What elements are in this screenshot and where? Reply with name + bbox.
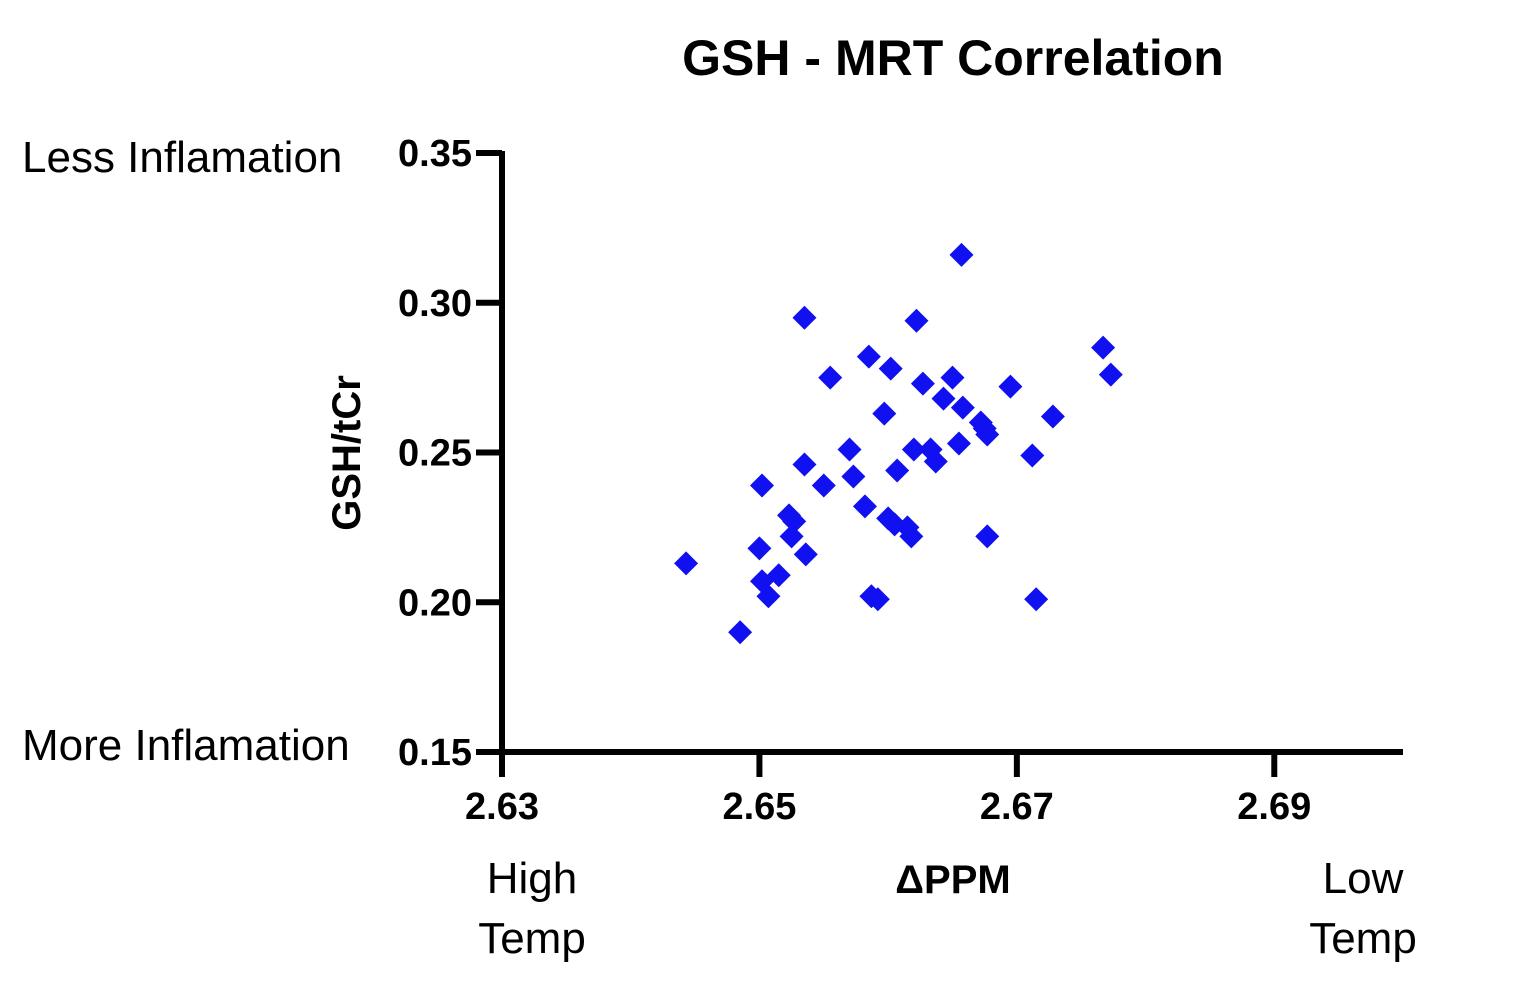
scatter-point [811,473,836,498]
x-tick-label: 2.63 [465,786,539,828]
scatter-point [1091,335,1116,360]
scatter-point [728,620,753,645]
scatter-point [872,401,897,426]
scatter-point [1098,362,1123,387]
x-right-annotation-line1: Low [1323,854,1404,903]
scatter-point [899,524,924,549]
scatter-point [940,365,965,390]
scatter-point [923,449,948,474]
y-tick-label: 0.15 [398,732,472,774]
scatter-point [1024,587,1049,612]
scatter-point [750,473,775,498]
scatter-point [975,422,1000,447]
axes: 0.15 0.20 0.25 0.30 0.35 2.63 2.65 2.67 2.69 [398,133,1403,828]
scatter-point [1040,404,1065,429]
scatter-point [793,542,818,567]
y-tick-label: 0.20 [398,582,472,624]
x-right-annotation-line2: Temp [1309,914,1417,963]
scatter-point [856,344,881,369]
x-tick-label: 2.65 [722,786,796,828]
scatter-point [818,365,843,390]
y-top-annotation: Less Inflamation [22,133,342,182]
x-left-annotation-line1: High [487,854,578,903]
scatter-point [766,563,791,588]
x-left-annotation-line2: Temp [478,914,586,963]
y-axis-label: GSH/tCr [325,375,369,531]
scatter-point [950,395,975,420]
x-tick-label: 2.69 [1237,786,1311,828]
scatter-point [1020,443,1045,468]
scatter-point [946,431,971,456]
scatter-point [865,587,890,612]
scatter-point [878,356,903,381]
scatter-point [852,494,877,519]
scatter-point [904,308,929,333]
scatter-point [901,437,926,462]
scatter-point [747,536,772,561]
scatter-point [998,374,1023,399]
scatter-point [931,386,956,411]
y-tick-label: 0.30 [398,283,472,325]
y-tick-label: 0.35 [398,133,472,175]
data-points [674,242,1123,645]
scatter-point [674,551,699,576]
scatter-point [975,524,1000,549]
scatter-point [792,452,817,477]
scatter-point [885,458,910,483]
scatter-point [949,242,974,267]
chart-title: GSH - MRT Correlation [682,30,1224,86]
scatter-point [837,437,862,462]
x-axis-label: ΔPPM [895,858,1010,902]
y-tick-label: 0.25 [398,433,472,475]
y-bottom-annotation: More Inflamation [22,721,350,770]
scatter-point [779,524,804,549]
scatter-point [841,464,866,489]
scatter-point [910,371,935,396]
scatter-point [756,584,781,609]
x-tick-label: 2.67 [980,786,1054,828]
scatter-point [792,305,817,330]
scatter-point [782,509,807,534]
